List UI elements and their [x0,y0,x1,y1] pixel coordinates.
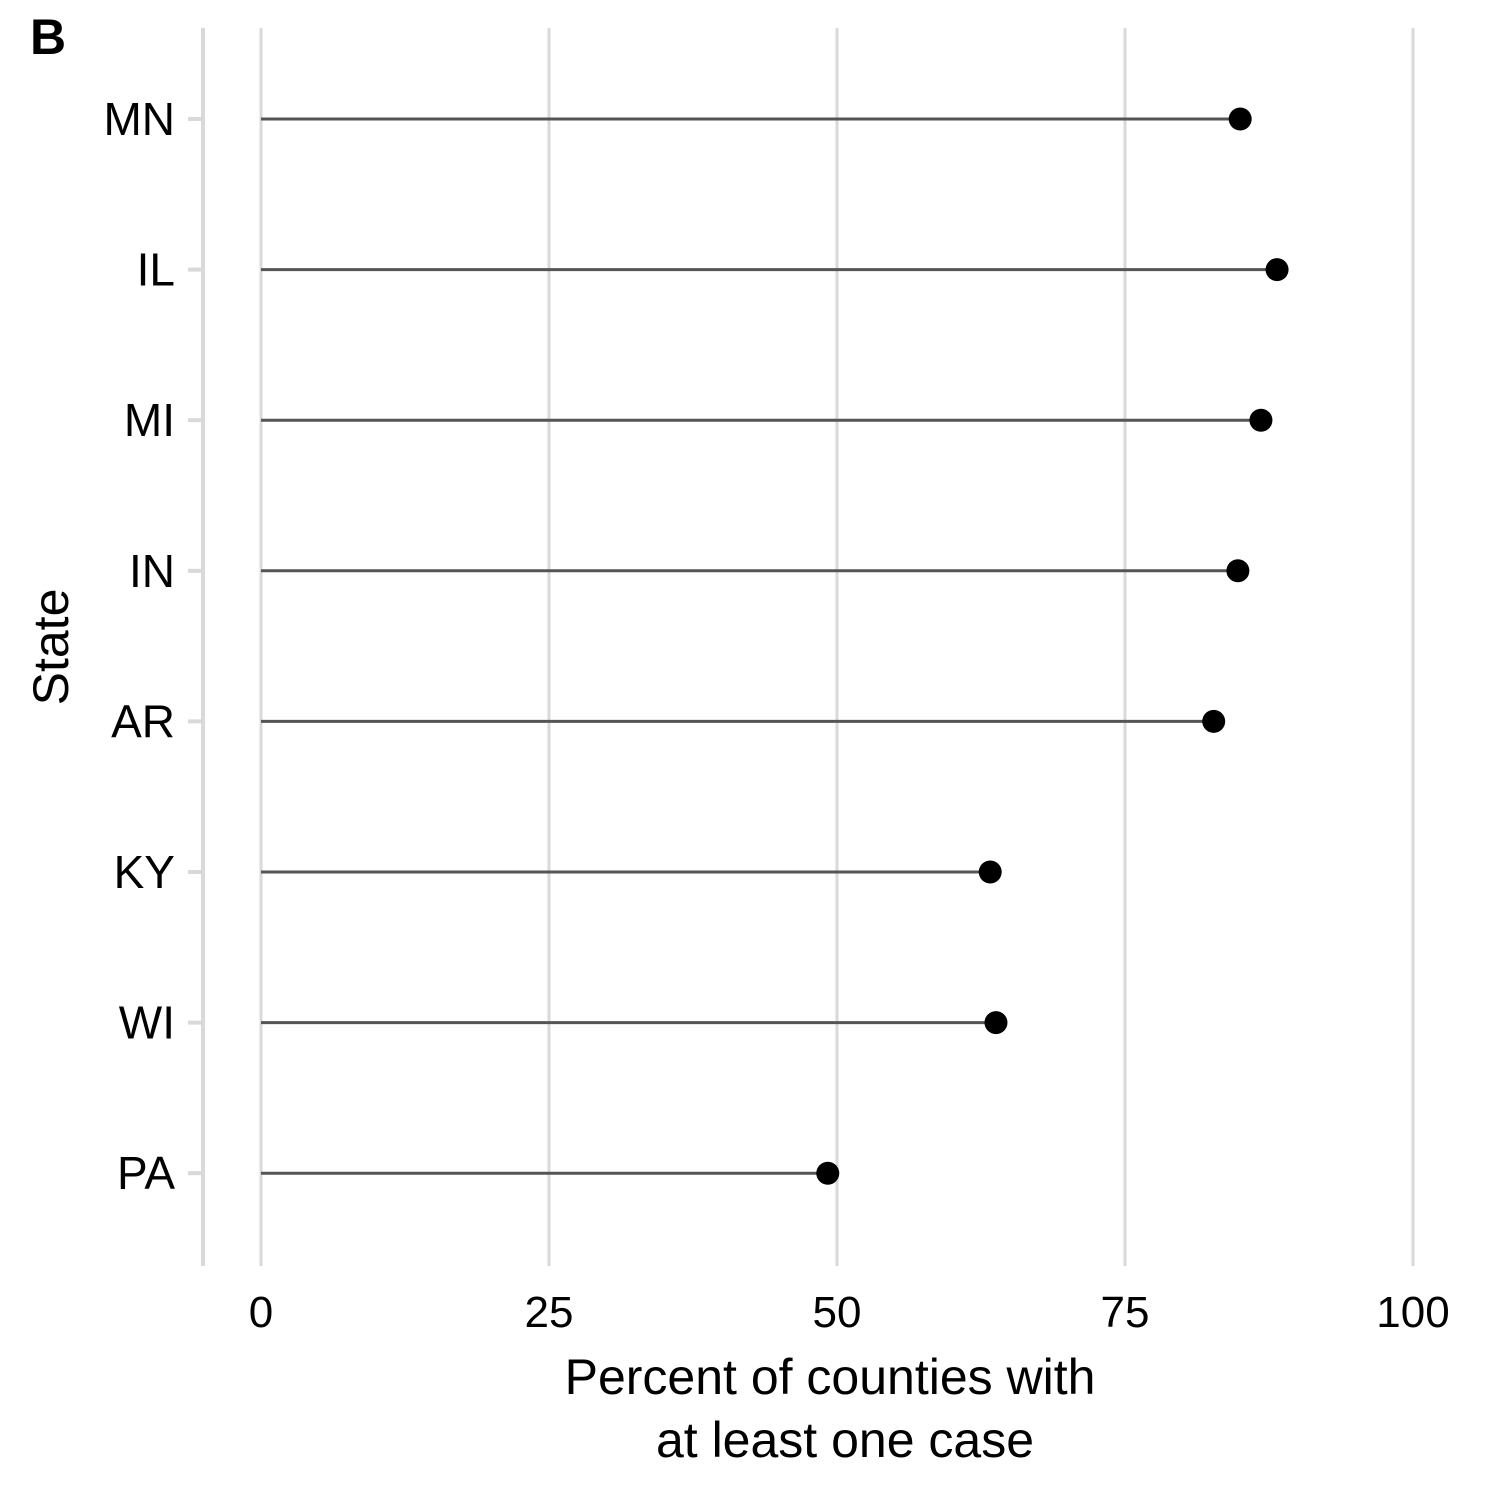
point-WI [984,1011,1008,1035]
y-tick-label-MN: MN [103,93,175,145]
x-ticks: 0 25 50 75 100 [249,1288,1450,1337]
grid-lines [259,28,1415,1266]
x-tick-label-75: 75 [1101,1288,1150,1337]
point-AR [1202,709,1226,733]
point-IL [1265,258,1289,282]
x-tick-label-100: 100 [1376,1288,1449,1337]
points [816,107,1289,1185]
panel-label: B [30,9,67,65]
point-MN [1228,107,1252,131]
y-tick-label-IN: IN [129,545,175,597]
point-PA [816,1161,840,1185]
stems [261,117,1278,1175]
y-axis-title: State [23,589,79,706]
y-tick-label-WI: WI [119,997,175,1049]
y-tick-label-PA: PA [117,1147,175,1199]
y-tick-label-MI: MI [124,394,175,446]
x-axis-title: Percent of counties with at least one ca… [565,1349,1110,1468]
point-KY [978,860,1002,884]
y-tick-label-IL: IL [137,244,175,296]
x-axis-title-line-2: at least one case [656,1412,1034,1468]
y-ticks: MN IL MI IN AR KY WI PA [103,93,203,1199]
x-axis-title-line-1: Percent of counties with [565,1349,1096,1405]
y-tick-label-AR: AR [111,695,175,747]
x-tick-label-25: 25 [525,1288,574,1337]
y-tick-label-KY: KY [114,846,175,898]
x-tick-label-0: 0 [249,1288,273,1337]
point-IN [1226,559,1250,583]
point-MI [1249,408,1273,432]
x-tick-label-50: 50 [813,1288,862,1337]
